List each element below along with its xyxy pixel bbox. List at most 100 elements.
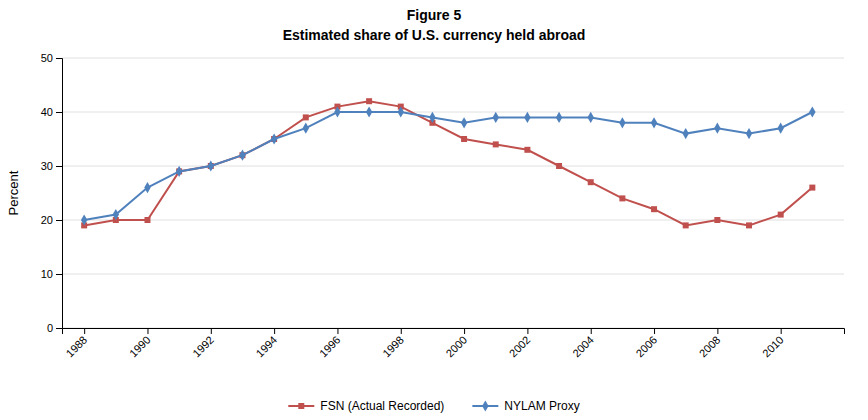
title: Figure 5 <box>407 7 462 23</box>
x-tick-mark <box>147 328 148 334</box>
point-marker <box>366 98 372 104</box>
x-tick-label: 2010 <box>760 334 786 360</box>
series-line <box>84 112 812 220</box>
x-tick-label: 2002 <box>507 334 533 360</box>
y-tick-mark <box>56 58 62 59</box>
legend-item: NYLAM Proxy <box>472 399 579 413</box>
x-tick-label: 1992 <box>190 334 216 360</box>
x-tick: 2010 <box>760 328 786 359</box>
point-marker <box>144 182 150 193</box>
y-tick: 30 <box>41 160 62 172</box>
x-tick: 2008 <box>697 328 723 359</box>
point-marker <box>778 212 784 218</box>
x-tick: 1992 <box>190 328 216 359</box>
x-tick-label: 1998 <box>380 334 406 360</box>
legend-label: NYLAM Proxy <box>504 399 579 413</box>
x-tick: 2006 <box>633 328 659 359</box>
point-marker <box>587 112 593 123</box>
x-tick-label: 2006 <box>633 334 659 360</box>
point-marker <box>619 195 625 201</box>
point-marker <box>619 117 625 128</box>
point-marker <box>398 106 404 117</box>
point-marker <box>366 106 372 117</box>
y-tick-mark <box>56 166 62 167</box>
x-tick: 1994 <box>253 328 279 359</box>
y-tick: 40 <box>41 106 62 118</box>
point-marker <box>239 150 245 161</box>
point-marker <box>429 112 435 123</box>
plot-area <box>81 98 816 228</box>
y-tick: 10 <box>41 268 62 280</box>
y-tick: 0 <box>47 322 62 334</box>
x-axis: 1988 1990 1992 1994 1996 1998 2000 2002 2004 2006… <box>63 328 845 359</box>
legend-marker <box>298 403 304 409</box>
point-marker <box>809 106 815 117</box>
point-marker <box>303 123 309 134</box>
x-tick-label: 1996 <box>317 334 343 360</box>
point-marker <box>303 114 309 120</box>
y-tick-mark <box>56 112 62 113</box>
point-marker <box>651 206 657 212</box>
legend-item: FSN (Actual Recorded) <box>288 399 444 413</box>
point-marker <box>493 112 499 123</box>
point-marker <box>461 117 467 128</box>
x-tick-mark <box>84 328 85 334</box>
grid-line <box>62 112 844 113</box>
y-axis-title: Percent <box>6 170 21 215</box>
point-marker <box>682 128 688 139</box>
x-tick-mark <box>211 328 212 334</box>
x-tick-label: 2000 <box>443 334 469 360</box>
point-marker <box>271 133 277 144</box>
x-axis-line <box>63 329 845 335</box>
x-tick: 2004 <box>570 328 596 359</box>
subtitle: Estimated share of U.S. currency held ab… <box>283 27 586 43</box>
y-tick-label: 0 <box>47 322 53 334</box>
x-tick-mark <box>591 328 592 334</box>
point-marker <box>683 222 689 228</box>
point-marker <box>144 217 150 223</box>
y-tick: 20 <box>41 214 62 226</box>
x-tick-mark <box>401 328 402 334</box>
y-tick-label: 30 <box>41 160 53 172</box>
x-tick: 1990 <box>127 328 153 359</box>
point-marker <box>651 117 657 128</box>
point-marker <box>493 141 499 147</box>
chart: 1988 1990 1992 1994 1996 1998 2000 2002 2004 2006… <box>0 0 868 420</box>
x-tick-label: 1994 <box>253 334 279 360</box>
point-marker <box>176 166 182 177</box>
x-tick-mark <box>464 328 465 334</box>
x-tick: 2002 <box>507 328 533 359</box>
point-marker <box>746 128 752 139</box>
point-marker <box>809 185 815 191</box>
y-tick-label: 50 <box>41 52 53 64</box>
x-tick: 2000 <box>443 328 469 359</box>
grid-line <box>62 220 844 221</box>
legend: FSN (Actual Recorded) NYLAM Proxy <box>288 399 579 413</box>
grid-line <box>62 274 844 275</box>
point-marker <box>334 106 340 117</box>
x-tick-label: 1990 <box>127 334 153 360</box>
legend-label: FSN (Actual Recorded) <box>320 399 444 413</box>
legend-marker <box>482 400 488 411</box>
y-tick: 50 <box>41 52 62 64</box>
x-tick-mark <box>274 328 275 334</box>
point-marker <box>714 123 720 134</box>
y-tick-label: 40 <box>41 106 53 118</box>
x-tick: 1998 <box>380 328 406 359</box>
x-tick: 1988 <box>64 328 90 359</box>
point-marker <box>746 222 752 228</box>
series-line <box>84 101 812 225</box>
point-marker <box>777 123 783 134</box>
y-tick-mark <box>56 328 62 329</box>
point-marker <box>461 136 467 142</box>
x-tick-label: 2008 <box>697 334 723 360</box>
grid-line <box>62 58 844 59</box>
y-tick-label: 20 <box>41 214 53 226</box>
x-tick-mark <box>717 328 718 334</box>
x-tick-mark <box>527 328 528 334</box>
x-tick-label: 1988 <box>64 334 90 360</box>
y-tick-mark <box>56 220 62 221</box>
y-tick-label: 10 <box>41 268 53 280</box>
point-marker <box>714 217 720 223</box>
x-tick-mark <box>337 328 338 334</box>
